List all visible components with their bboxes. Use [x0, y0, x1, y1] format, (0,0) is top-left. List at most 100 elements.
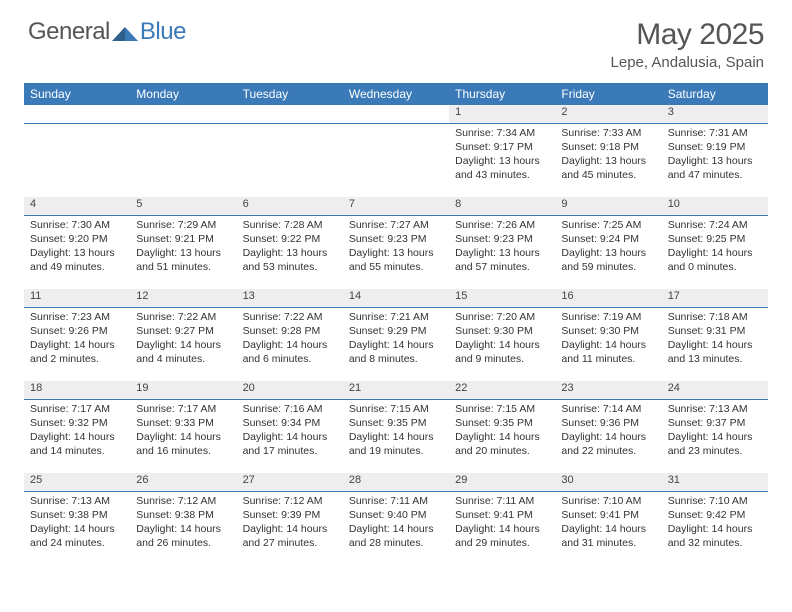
day-content-cell: Sunrise: 7:22 AMSunset: 9:28 PMDaylight:… [237, 307, 343, 381]
sunset-text: Sunset: 9:33 PM [136, 416, 230, 430]
day-number-cell: 6 [237, 197, 343, 215]
day-content-cell: Sunrise: 7:25 AMSunset: 9:24 PMDaylight:… [555, 215, 661, 289]
day-content-cell: Sunrise: 7:12 AMSunset: 9:38 PMDaylight:… [130, 491, 236, 565]
daylight-text: Daylight: 14 hours and 14 minutes. [30, 430, 124, 458]
day-content-cell [130, 123, 236, 197]
day-number-cell: 29 [449, 473, 555, 491]
sunrise-text: Sunrise: 7:23 AM [30, 310, 124, 324]
daylight-text: Daylight: 14 hours and 4 minutes. [136, 338, 230, 366]
title-block: May 2025 Lepe, Andalusia, Spain [611, 18, 764, 71]
sunrise-text: Sunrise: 7:20 AM [455, 310, 549, 324]
day-content-row: Sunrise: 7:30 AMSunset: 9:20 PMDaylight:… [24, 215, 768, 289]
daylight-text: Daylight: 14 hours and 6 minutes. [243, 338, 337, 366]
sunrise-text: Sunrise: 7:11 AM [349, 494, 443, 508]
day-content-cell: Sunrise: 7:26 AMSunset: 9:23 PMDaylight:… [449, 215, 555, 289]
sunset-text: Sunset: 9:21 PM [136, 232, 230, 246]
sunset-text: Sunset: 9:17 PM [455, 140, 549, 154]
sunset-text: Sunset: 9:42 PM [668, 508, 762, 522]
sunset-text: Sunset: 9:40 PM [349, 508, 443, 522]
daylight-text: Daylight: 13 hours and 47 minutes. [668, 154, 762, 182]
day-content-row: Sunrise: 7:13 AMSunset: 9:38 PMDaylight:… [24, 491, 768, 565]
sunset-text: Sunset: 9:38 PM [136, 508, 230, 522]
calendar-body: 123Sunrise: 7:34 AMSunset: 9:17 PMDaylig… [24, 105, 768, 565]
sunrise-text: Sunrise: 7:27 AM [349, 218, 443, 232]
sunrise-text: Sunrise: 7:12 AM [136, 494, 230, 508]
sunset-text: Sunset: 9:18 PM [561, 140, 655, 154]
day-number-row: 18192021222324 [24, 381, 768, 399]
weekday-fri: Friday [555, 83, 661, 105]
weekday-header-row: Sunday Monday Tuesday Wednesday Thursday… [24, 83, 768, 105]
daylight-text: Daylight: 14 hours and 26 minutes. [136, 522, 230, 550]
day-content-cell: Sunrise: 7:11 AMSunset: 9:40 PMDaylight:… [343, 491, 449, 565]
day-content-cell: Sunrise: 7:30 AMSunset: 9:20 PMDaylight:… [24, 215, 130, 289]
day-content-cell: Sunrise: 7:11 AMSunset: 9:41 PMDaylight:… [449, 491, 555, 565]
sunrise-text: Sunrise: 7:13 AM [30, 494, 124, 508]
day-number-cell [24, 105, 130, 123]
day-content-cell: Sunrise: 7:20 AMSunset: 9:30 PMDaylight:… [449, 307, 555, 381]
daylight-text: Daylight: 14 hours and 32 minutes. [668, 522, 762, 550]
sunset-text: Sunset: 9:22 PM [243, 232, 337, 246]
daylight-text: Daylight: 13 hours and 53 minutes. [243, 246, 337, 274]
sunset-text: Sunset: 9:23 PM [349, 232, 443, 246]
day-number-cell: 4 [24, 197, 130, 215]
day-number-cell: 20 [237, 381, 343, 399]
sunset-text: Sunset: 9:30 PM [455, 324, 549, 338]
day-content-row: Sunrise: 7:17 AMSunset: 9:32 PMDaylight:… [24, 399, 768, 473]
sunset-text: Sunset: 9:26 PM [30, 324, 124, 338]
sunrise-text: Sunrise: 7:19 AM [561, 310, 655, 324]
day-content-cell: Sunrise: 7:15 AMSunset: 9:35 PMDaylight:… [449, 399, 555, 473]
day-content-cell: Sunrise: 7:19 AMSunset: 9:30 PMDaylight:… [555, 307, 661, 381]
day-number-cell [237, 105, 343, 123]
day-content-cell: Sunrise: 7:16 AMSunset: 9:34 PMDaylight:… [237, 399, 343, 473]
day-content-cell: Sunrise: 7:22 AMSunset: 9:27 PMDaylight:… [130, 307, 236, 381]
sunrise-text: Sunrise: 7:33 AM [561, 126, 655, 140]
logo-text-2: Blue [140, 18, 186, 46]
day-number-row: 11121314151617 [24, 289, 768, 307]
sunrise-text: Sunrise: 7:22 AM [243, 310, 337, 324]
sunrise-text: Sunrise: 7:10 AM [668, 494, 762, 508]
day-number-cell [343, 105, 449, 123]
daylight-text: Daylight: 14 hours and 23 minutes. [668, 430, 762, 458]
daylight-text: Daylight: 13 hours and 49 minutes. [30, 246, 124, 274]
weekday-tue: Tuesday [237, 83, 343, 105]
day-content-cell: Sunrise: 7:21 AMSunset: 9:29 PMDaylight:… [343, 307, 449, 381]
day-number-cell: 21 [343, 381, 449, 399]
header: General Blue May 2025 Lepe, Andalusia, S… [0, 0, 792, 79]
sunset-text: Sunset: 9:25 PM [668, 232, 762, 246]
day-number-cell: 22 [449, 381, 555, 399]
logo-triangle-icon [112, 23, 138, 41]
daylight-text: Daylight: 14 hours and 27 minutes. [243, 522, 337, 550]
sunrise-text: Sunrise: 7:15 AM [455, 402, 549, 416]
sunset-text: Sunset: 9:35 PM [349, 416, 443, 430]
day-content-row: Sunrise: 7:34 AMSunset: 9:17 PMDaylight:… [24, 123, 768, 197]
daylight-text: Daylight: 14 hours and 2 minutes. [30, 338, 124, 366]
daylight-text: Daylight: 14 hours and 13 minutes. [668, 338, 762, 366]
daylight-text: Daylight: 13 hours and 57 minutes. [455, 246, 549, 274]
sunrise-text: Sunrise: 7:13 AM [668, 402, 762, 416]
daylight-text: Daylight: 14 hours and 16 minutes. [136, 430, 230, 458]
day-content-cell: Sunrise: 7:13 AMSunset: 9:37 PMDaylight:… [662, 399, 768, 473]
sunrise-text: Sunrise: 7:30 AM [30, 218, 124, 232]
sunset-text: Sunset: 9:24 PM [561, 232, 655, 246]
day-content-cell: Sunrise: 7:27 AMSunset: 9:23 PMDaylight:… [343, 215, 449, 289]
day-number-cell: 2 [555, 105, 661, 123]
day-content-cell: Sunrise: 7:17 AMSunset: 9:33 PMDaylight:… [130, 399, 236, 473]
sunrise-text: Sunrise: 7:25 AM [561, 218, 655, 232]
logo: General Blue [28, 18, 186, 46]
sunrise-text: Sunrise: 7:18 AM [668, 310, 762, 324]
sunrise-text: Sunrise: 7:15 AM [349, 402, 443, 416]
sunrise-text: Sunrise: 7:26 AM [455, 218, 549, 232]
sunset-text: Sunset: 9:41 PM [455, 508, 549, 522]
day-number-cell: 3 [662, 105, 768, 123]
day-number-cell: 5 [130, 197, 236, 215]
weekday-thu: Thursday [449, 83, 555, 105]
sunrise-text: Sunrise: 7:12 AM [243, 494, 337, 508]
day-content-cell: Sunrise: 7:28 AMSunset: 9:22 PMDaylight:… [237, 215, 343, 289]
day-number-cell: 15 [449, 289, 555, 307]
weekday-sat: Saturday [662, 83, 768, 105]
sunrise-text: Sunrise: 7:22 AM [136, 310, 230, 324]
day-number-cell: 31 [662, 473, 768, 491]
calendar-table: Sunday Monday Tuesday Wednesday Thursday… [24, 83, 768, 565]
day-number-cell: 1 [449, 105, 555, 123]
daylight-text: Daylight: 14 hours and 17 minutes. [243, 430, 337, 458]
